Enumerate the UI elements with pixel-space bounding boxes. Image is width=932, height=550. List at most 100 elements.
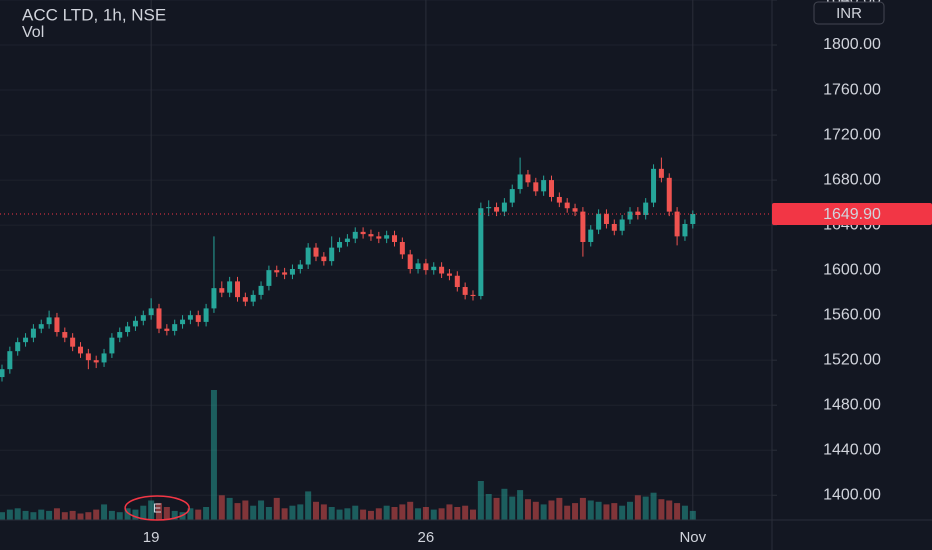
candle-body — [337, 241, 343, 248]
candle-body — [235, 281, 240, 298]
volume-bar — [485, 494, 492, 520]
x-tick-label: 26 — [418, 529, 435, 546]
candle-body — [494, 207, 500, 212]
x-tick-label: 19 — [143, 529, 160, 546]
volume-bar — [634, 495, 641, 520]
candle-body — [596, 213, 602, 230]
candle-body — [148, 308, 154, 316]
candle-body — [556, 196, 562, 203]
candle-body — [7, 351, 13, 370]
volume-bar — [595, 501, 602, 520]
volume-bar — [234, 503, 241, 520]
volume-bar — [689, 510, 696, 520]
candle-body — [101, 353, 107, 363]
candle-body — [384, 235, 390, 239]
candle-body — [360, 231, 366, 235]
candle-body — [0, 369, 5, 378]
candle-body — [180, 319, 186, 325]
candle-body — [572, 208, 578, 212]
candle-body — [30, 328, 36, 338]
candle-body — [156, 308, 162, 329]
candle-body — [627, 211, 633, 220]
candle-body — [54, 317, 60, 333]
candle-body — [85, 353, 91, 361]
volume-bar — [399, 504, 406, 520]
candle-body — [651, 168, 657, 203]
candle-body — [541, 180, 547, 192]
volume-bar — [265, 507, 272, 520]
volume-bar — [77, 513, 84, 520]
volume-bar — [101, 504, 108, 520]
volume-bar — [156, 503, 162, 520]
volume-bar — [61, 512, 68, 520]
volume-bar — [218, 495, 225, 520]
volume-bar — [22, 510, 29, 520]
candle-body — [674, 211, 680, 237]
symbol-title: ACC LTD, 1h, NSE — [22, 5, 166, 24]
volume-bar — [320, 504, 327, 520]
volume-bar — [116, 512, 123, 520]
candle-body — [282, 272, 288, 275]
volume-bar — [203, 507, 210, 520]
volume-bar — [38, 509, 45, 520]
candle-body — [164, 328, 170, 331]
candle-body — [603, 213, 609, 224]
volume-bar — [30, 512, 37, 520]
volume-bar — [587, 500, 594, 520]
currency-box[interactable] — [813, 1, 885, 25]
volume-layer — [0, 390, 696, 520]
volume-bar — [108, 510, 115, 520]
candle-body — [62, 332, 68, 338]
volume-bar — [195, 509, 202, 520]
last-price-box — [772, 202, 932, 225]
candle-body — [297, 264, 303, 270]
y-tick-label: 1800.00 — [823, 36, 881, 53]
candle-body — [525, 174, 531, 183]
candle-body — [242, 297, 248, 302]
volume-bar — [226, 497, 233, 520]
candle-body — [313, 247, 319, 257]
y-tick-label: 1440.00 — [823, 441, 881, 458]
volume-bar — [627, 501, 633, 520]
volume-bar — [85, 512, 92, 520]
volume-bar — [611, 503, 618, 520]
candle-body — [533, 182, 539, 192]
candle-body — [658, 168, 664, 178]
candle-body — [344, 238, 350, 242]
volume-bar — [658, 499, 665, 520]
volume-bar — [524, 499, 531, 520]
volume-bar — [619, 505, 626, 520]
candle-body — [203, 308, 209, 322]
volume-bar — [375, 508, 382, 520]
last-price-label: 1649.90 — [823, 206, 881, 223]
volume-bar — [305, 491, 312, 520]
volume-bar — [258, 500, 265, 520]
candle-body — [258, 285, 264, 295]
volume-bar — [579, 497, 586, 520]
volume-bar — [242, 500, 249, 520]
candle-body — [274, 270, 280, 273]
event-label: E — [153, 500, 162, 515]
candle-body — [462, 287, 468, 295]
candle-body — [250, 294, 256, 302]
volume-bar — [140, 505, 147, 520]
candle-body — [352, 231, 358, 239]
event-marker[interactable] — [124, 495, 190, 521]
volume-bar — [14, 508, 21, 520]
candle-body — [580, 211, 586, 242]
candle-body — [392, 235, 397, 242]
candle-body — [15, 342, 21, 352]
candle-body — [619, 219, 625, 231]
candle-body — [38, 324, 44, 329]
x-tick-label: Nov — [679, 529, 706, 546]
volume-bar — [352, 505, 359, 520]
candle-body — [109, 337, 115, 354]
candle-body — [125, 326, 131, 333]
y-tick-label: 1680.00 — [823, 171, 881, 188]
candle-body — [446, 273, 452, 276]
candle-body — [376, 236, 382, 239]
candle-layer — [0, 157, 696, 382]
volume-bar — [501, 488, 508, 520]
y-tick-label: 1400.00 — [823, 486, 881, 503]
